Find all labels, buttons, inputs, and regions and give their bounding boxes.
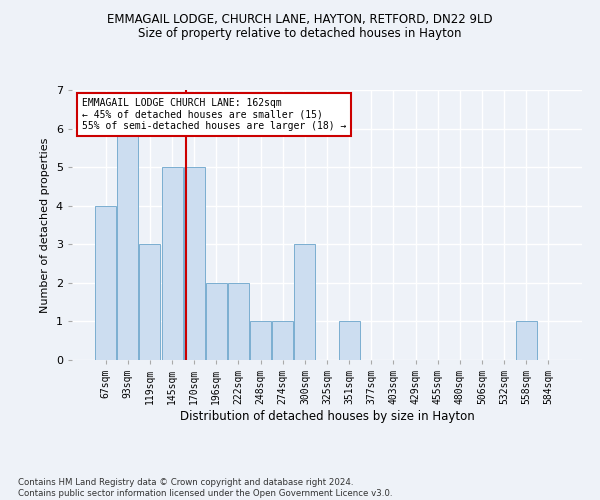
Bar bbox=[95, 206, 116, 360]
Bar bbox=[161, 167, 182, 360]
Bar bbox=[118, 128, 139, 360]
Bar bbox=[338, 322, 359, 360]
Bar bbox=[206, 283, 227, 360]
Bar bbox=[139, 244, 160, 360]
Text: EMMAGAIL LODGE, CHURCH LANE, HAYTON, RETFORD, DN22 9LD: EMMAGAIL LODGE, CHURCH LANE, HAYTON, RET… bbox=[107, 12, 493, 26]
Text: Size of property relative to detached houses in Hayton: Size of property relative to detached ho… bbox=[138, 28, 462, 40]
Bar bbox=[272, 322, 293, 360]
Bar bbox=[184, 167, 205, 360]
X-axis label: Distribution of detached houses by size in Hayton: Distribution of detached houses by size … bbox=[179, 410, 475, 423]
Bar bbox=[250, 322, 271, 360]
Y-axis label: Number of detached properties: Number of detached properties bbox=[40, 138, 50, 312]
Text: Contains HM Land Registry data © Crown copyright and database right 2024.
Contai: Contains HM Land Registry data © Crown c… bbox=[18, 478, 392, 498]
Bar bbox=[295, 244, 316, 360]
Text: EMMAGAIL LODGE CHURCH LANE: 162sqm
← 45% of detached houses are smaller (15)
55%: EMMAGAIL LODGE CHURCH LANE: 162sqm ← 45%… bbox=[82, 98, 347, 132]
Bar bbox=[228, 283, 249, 360]
Bar bbox=[515, 322, 536, 360]
